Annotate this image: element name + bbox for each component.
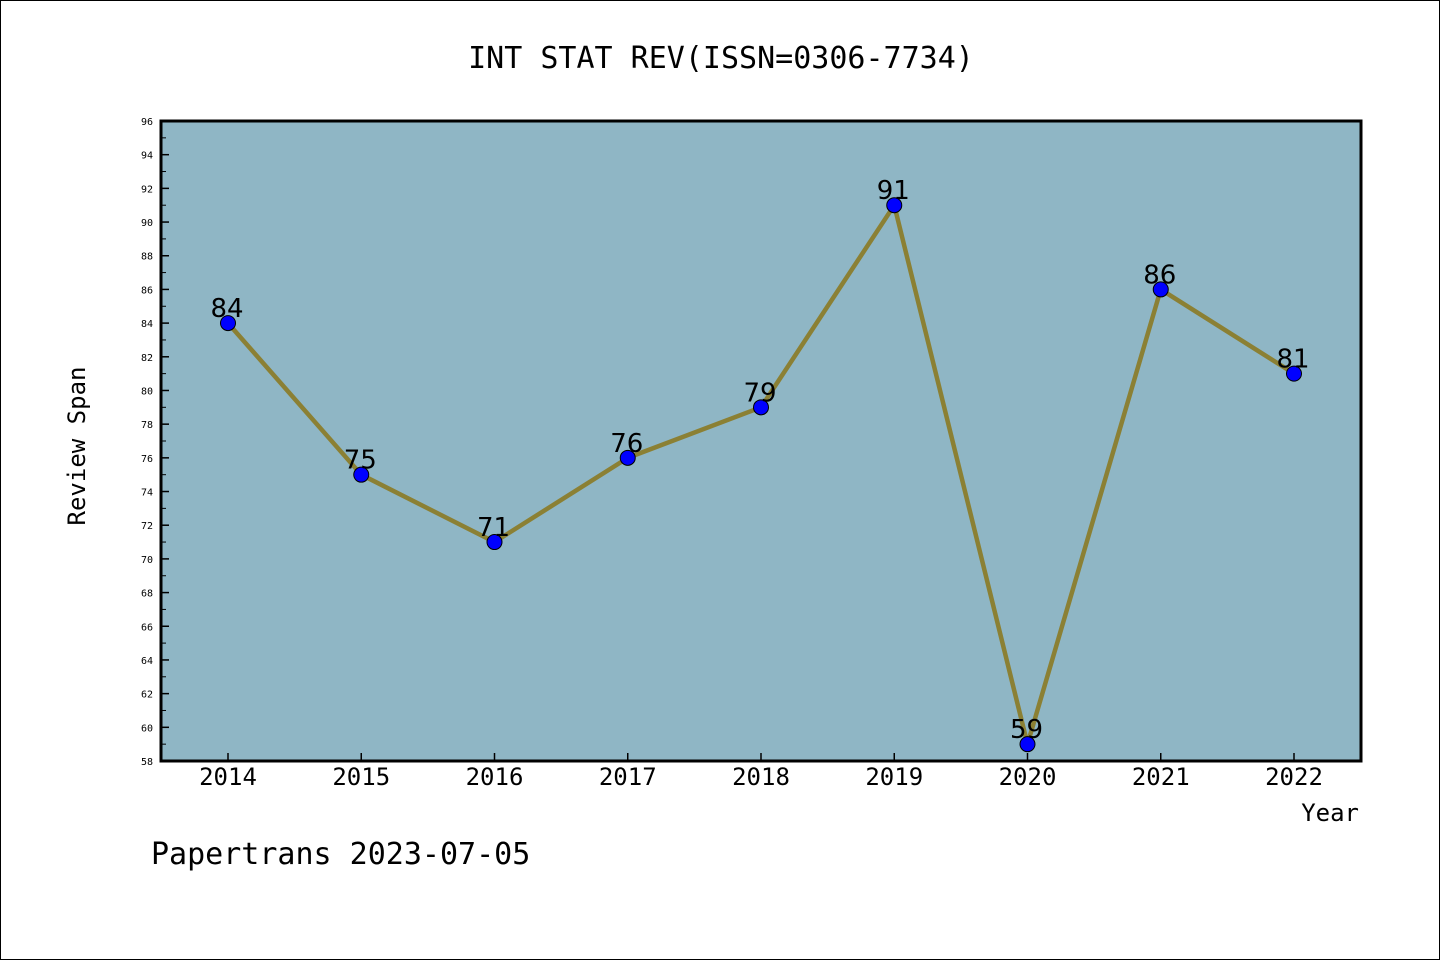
y-tick-label: 74 <box>141 488 153 499</box>
footer-text: Papertrans 2023-07-05 <box>151 837 530 872</box>
y-tick-label: 58 <box>141 757 153 768</box>
data-label: 91 <box>877 176 910 206</box>
x-tick-label: 2018 <box>732 763 790 791</box>
y-axis-label: Review Span <box>63 367 91 526</box>
y-tick-label: 60 <box>141 723 153 734</box>
data-label: 71 <box>477 513 510 543</box>
x-tick-label: 2022 <box>1265 763 1323 791</box>
y-tick-label: 80 <box>141 386 153 397</box>
series-review-span: 84 75 71 76 79 91 59 86 81 <box>210 176 1310 753</box>
data-point <box>1152 281 1169 298</box>
data-label: 75 <box>344 446 377 476</box>
data-label: 59 <box>1010 715 1043 745</box>
y-tick-label: 78 <box>141 420 153 431</box>
y-tick-label: 94 <box>141 151 153 162</box>
y-tick-label: 82 <box>141 353 153 364</box>
y-tick-label: 90 <box>141 218 153 229</box>
y-tick-label: 62 <box>141 690 153 701</box>
y-tick-label: 68 <box>141 589 153 600</box>
y-tick-label: 66 <box>141 622 153 633</box>
data-label: 76 <box>610 429 643 459</box>
y-tick-label: 76 <box>141 454 153 465</box>
data-point <box>619 449 636 466</box>
data-label: 81 <box>1276 345 1309 375</box>
x-tick-label: 2019 <box>865 763 923 791</box>
y-tick-label: 86 <box>141 285 153 296</box>
x-tick-label: 2015 <box>332 763 390 791</box>
data-label: 84 <box>210 294 243 324</box>
y-tick-label: 70 <box>141 555 153 566</box>
x-axis-label: Year <box>1301 799 1359 827</box>
data-point <box>486 534 503 551</box>
plot-area <box>161 121 1361 761</box>
data-point <box>1019 736 1036 753</box>
x-tick-label: 2016 <box>466 763 524 791</box>
y-tick-label: 88 <box>141 252 153 263</box>
x-tick-label: 2017 <box>599 763 657 791</box>
y-tick-label: 84 <box>141 319 153 330</box>
data-point <box>1286 365 1302 382</box>
data-point <box>353 466 370 483</box>
y-tick-label: 96 <box>141 117 153 128</box>
data-point <box>886 197 903 214</box>
x-axis: 2014 2015 2016 2017 2018 2019 2020 2021 2022 <box>199 753 1323 791</box>
data-label: 79 <box>743 378 776 408</box>
y-tick-label: 72 <box>141 521 153 532</box>
chart-title: INT STAT REV(ISSN=0306-7734) <box>468 41 974 76</box>
data-point <box>753 399 769 416</box>
x-tick-label: 2021 <box>1132 763 1190 791</box>
y-axis: 58 60 62 64 66 68 70 72 74 76 78 80 82 84 86 88 90 92 94 96 <box>141 117 169 768</box>
y-tick-label: 92 <box>141 184 153 195</box>
plot-border <box>159 119 1363 763</box>
data-point <box>220 315 236 332</box>
x-tick-label: 2020 <box>999 763 1057 791</box>
y-tick-label: 64 <box>141 656 153 667</box>
data-label: 86 <box>1143 260 1176 290</box>
x-tick-label: 2014 <box>199 763 257 791</box>
